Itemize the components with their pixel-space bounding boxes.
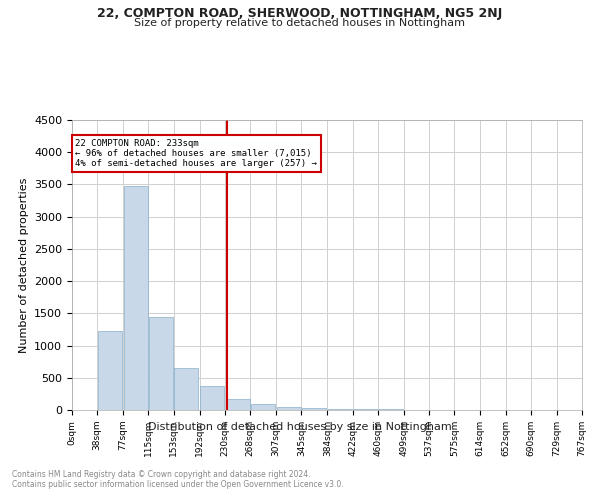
Text: Distribution of detached houses by size in Nottingham: Distribution of detached houses by size … — [148, 422, 452, 432]
Text: 22 COMPTON ROAD: 233sqm
← 96% of detached houses are smaller (7,015)
4% of semi-: 22 COMPTON ROAD: 233sqm ← 96% of detache… — [76, 138, 317, 168]
Bar — [175, 368, 199, 410]
Y-axis label: Number of detached properties: Number of detached properties — [19, 178, 29, 352]
Bar — [98, 332, 122, 410]
Text: Contains HM Land Registry data © Crown copyright and database right 2024.: Contains HM Land Registry data © Crown c… — [12, 470, 311, 479]
Text: Contains public sector information licensed under the Open Government Licence v3: Contains public sector information licen… — [12, 480, 344, 489]
Bar — [200, 386, 224, 410]
Bar — [124, 186, 148, 410]
Text: Size of property relative to detached houses in Nottingham: Size of property relative to detached ho… — [134, 18, 466, 28]
Bar — [149, 316, 173, 410]
Text: 22, COMPTON ROAD, SHERWOOD, NOTTINGHAM, NG5 2NJ: 22, COMPTON ROAD, SHERWOOD, NOTTINGHAM, … — [97, 8, 503, 20]
Bar — [328, 408, 352, 410]
Bar — [302, 408, 326, 410]
Bar — [277, 407, 301, 410]
Bar — [251, 404, 275, 410]
Bar — [226, 399, 250, 410]
